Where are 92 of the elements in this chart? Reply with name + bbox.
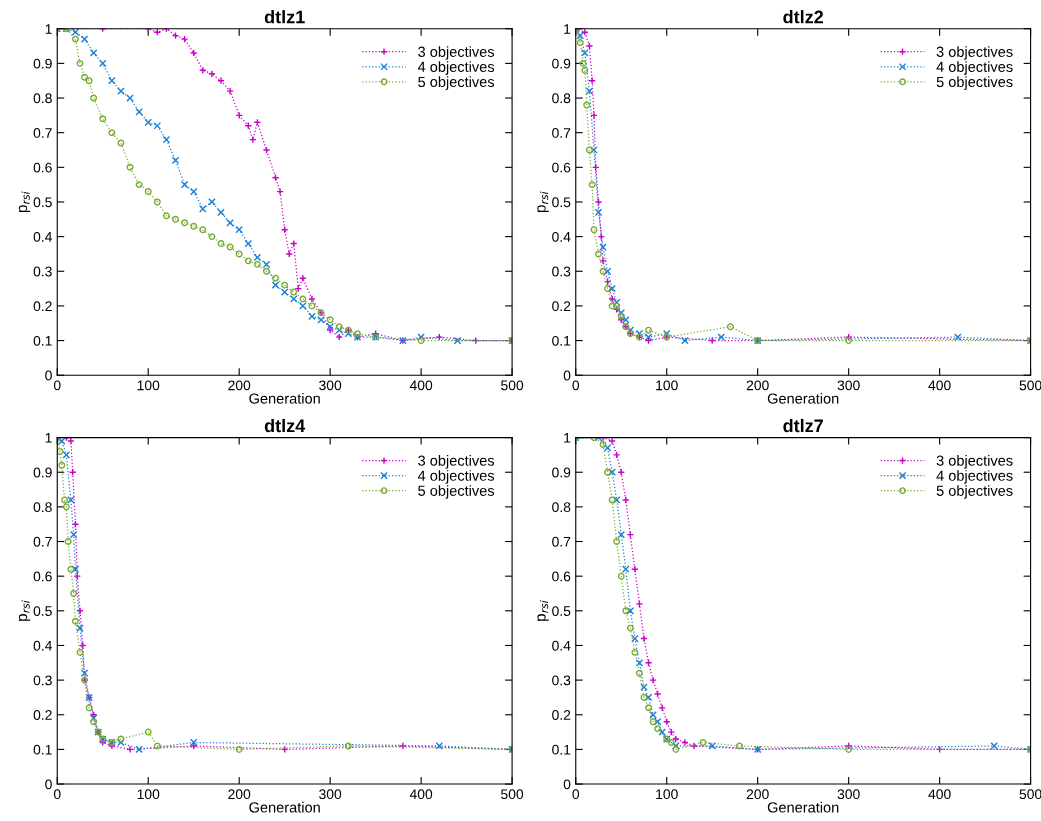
- x-tick-label: 100: [656, 380, 678, 391]
- chart-title: dtlz2: [783, 10, 824, 24]
- y-tick-label: 0.8: [552, 93, 571, 104]
- y-tick-label: 0.9: [33, 58, 52, 69]
- x-axis-title: Generation: [249, 801, 320, 813]
- y-tick-label: 0.2: [33, 301, 52, 312]
- x-tick-label: 100: [656, 789, 678, 800]
- x-tick-label: 300: [837, 380, 860, 391]
- legend-label: 3 objectives: [418, 455, 495, 469]
- chart-title: dtlz7: [783, 418, 823, 433]
- x-axis-title: Generation: [767, 801, 839, 813]
- x-tick-label: 400: [409, 789, 433, 800]
- x-tick-label: 0: [572, 789, 580, 800]
- y-tick-label: 0.5: [552, 606, 571, 616]
- legend-label: 4 objectives: [936, 61, 1013, 75]
- y-axis-title: p$_{rsi}$: [18, 191, 31, 213]
- y-tick-label: 0.5: [33, 606, 52, 616]
- x-tick-label: 100: [137, 789, 160, 800]
- y-tick-label: 0.3: [33, 266, 52, 277]
- y-tick-label: 0.9: [552, 58, 571, 69]
- y-tick-label: 0.6: [33, 571, 52, 582]
- y-tick-label: 0.8: [552, 502, 571, 513]
- x-tick-label: 0: [53, 789, 61, 800]
- y-tick-label: 0.3: [552, 266, 571, 277]
- x-tick-label: 0: [53, 380, 61, 391]
- y-axis-title: p$_{rsi}$: [18, 600, 31, 621]
- y-tick-label: 0.9: [552, 467, 571, 478]
- y-tick-label: 0: [563, 370, 571, 381]
- y-tick-label: 0.7: [552, 536, 571, 547]
- y-tick-label: 0.7: [552, 128, 571, 138]
- x-tick-label: 100: [137, 380, 160, 391]
- y-tick-label: 0.2: [552, 710, 571, 720]
- y-tick-label: 0.8: [33, 93, 52, 104]
- y-tick-label: 0: [45, 370, 52, 381]
- y-tick-label: 0.2: [552, 301, 571, 312]
- y-tick-label: 0.1: [552, 744, 571, 755]
- x-axis-title: Generation: [767, 393, 839, 404]
- chart-title: dtlz1: [264, 10, 305, 24]
- legend-label: 5 objectives: [936, 485, 1013, 499]
- x-tick-label: 300: [319, 380, 342, 391]
- x-tick-label: 200: [228, 380, 251, 391]
- x-tick-label: 500: [1019, 789, 1041, 800]
- x-tick-label: 0: [572, 380, 580, 391]
- y-tick-label: 0.7: [33, 536, 52, 547]
- y-tick-label: 0.3: [33, 675, 52, 686]
- x-tick-label: 400: [928, 789, 951, 800]
- y-tick-label: 0.1: [33, 335, 52, 346]
- legend-label: 5 objectives: [936, 76, 1013, 90]
- y-tick-label: 0.4: [33, 640, 52, 651]
- y-tick-label: 1: [564, 24, 571, 34]
- y-tick-label: 0.7: [33, 128, 52, 138]
- x-tick-label: 300: [837, 789, 860, 800]
- y-tick-label: 0.6: [552, 571, 571, 582]
- y-tick-label: 0.8: [33, 502, 52, 513]
- y-axis-title: p$_{rsi}$: [537, 600, 549, 621]
- legend-label: 5 objectives: [418, 76, 495, 90]
- y-tick-label: 0.3: [552, 675, 571, 686]
- y-tick-label: 0: [563, 779, 571, 790]
- y-tick-label: 0.6: [552, 162, 571, 173]
- y-tick-label: 0.4: [33, 231, 52, 242]
- x-tick-label: 200: [228, 789, 251, 800]
- x-tick-label: 200: [746, 789, 769, 800]
- y-tick-label: 0.2: [33, 710, 52, 720]
- y-tick-label: 0.4: [552, 231, 571, 242]
- y-tick-label: 0.4: [552, 640, 571, 651]
- x-tick-label: 400: [409, 380, 433, 391]
- y-tick-label: 0: [45, 779, 52, 790]
- legend-label: 3 objectives: [418, 46, 495, 60]
- y-tick-label: 1: [45, 24, 52, 34]
- y-tick-label: 0.5: [33, 197, 52, 208]
- y-tick-label: 1: [564, 433, 571, 443]
- y-tick-label: 0.1: [552, 335, 571, 346]
- y-tick-label: 0.5: [552, 197, 571, 208]
- y-tick-label: 0.9: [33, 467, 52, 478]
- chart-title: dtlz4: [264, 418, 306, 433]
- legend-label: 3 objectives: [936, 46, 1013, 60]
- y-tick-label: 1: [45, 433, 52, 443]
- x-tick-label: 500: [1019, 380, 1041, 391]
- legend-label: 3 objectives: [936, 455, 1013, 469]
- legend-label: 5 objectives: [418, 485, 495, 499]
- x-axis-title: Generation: [249, 393, 320, 404]
- x-tick-label: 500: [501, 789, 524, 800]
- y-axis-title: p$_{rsi}$: [537, 191, 549, 213]
- legend-label: 4 objectives: [936, 470, 1013, 484]
- legend-label: 4 objectives: [417, 61, 495, 75]
- y-tick-label: 0.1: [33, 744, 52, 755]
- y-tick-label: 0.6: [33, 162, 52, 173]
- x-tick-label: 500: [501, 380, 524, 391]
- x-tick-label: 200: [746, 380, 769, 391]
- legend-label: 4 objectives: [417, 470, 495, 484]
- x-tick-label: 400: [928, 380, 951, 391]
- x-tick-label: 300: [319, 789, 342, 800]
